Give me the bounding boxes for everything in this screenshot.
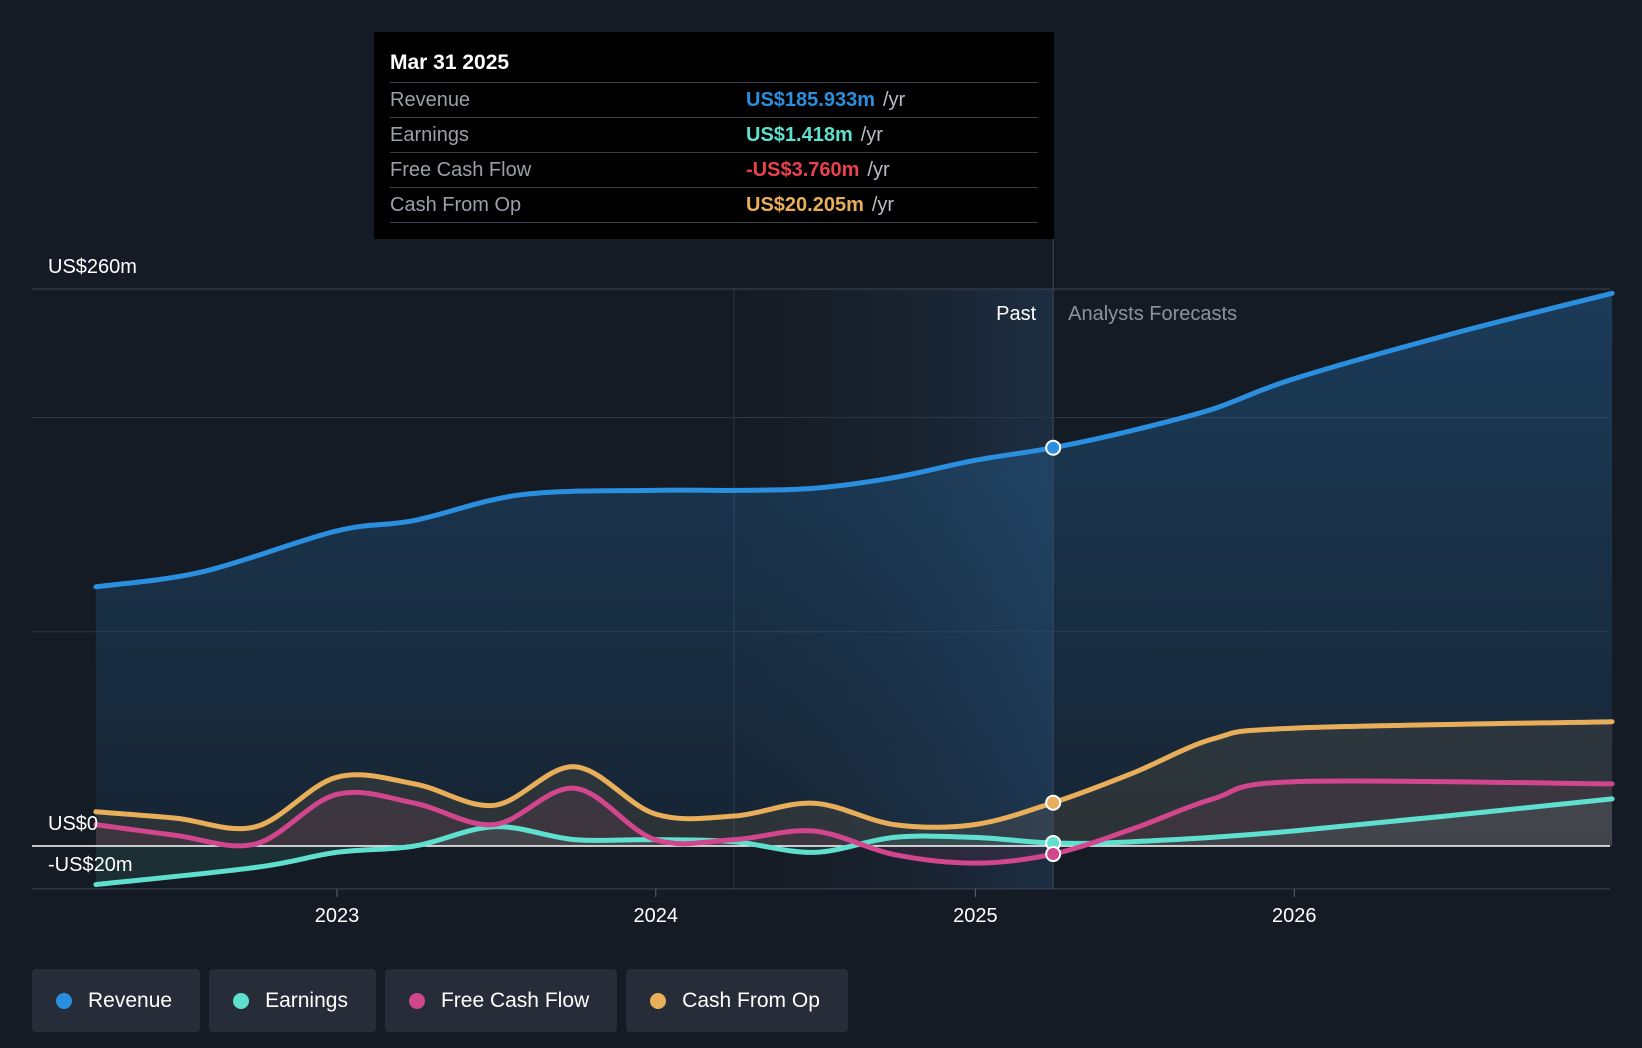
tooltip-unit: /yr xyxy=(867,159,890,181)
series-line-cash-from-op xyxy=(93,719,1615,832)
series-area-free-cash-flow xyxy=(95,780,1613,864)
tooltip-unit: /yr xyxy=(882,89,906,111)
legend-item-revenue[interactable]: Revenue xyxy=(32,969,201,1032)
legend-item-earnings[interactable]: Earnings xyxy=(209,969,376,1032)
legend-dot-icon xyxy=(650,992,667,1009)
series-area-cash-from-op xyxy=(95,721,1613,846)
tooltip-label: Revenue xyxy=(390,89,471,111)
series-area-revenue xyxy=(95,293,1613,846)
tooltip-row-cash-from-op: Cash From Op US$20.205m /yr xyxy=(390,187,1038,223)
forecast-label: Analysts Forecasts xyxy=(1068,303,1237,325)
legend-dot-icon xyxy=(56,992,72,1009)
series-line-free-cash-flow xyxy=(93,778,1615,866)
series-area-earnings xyxy=(95,798,1613,885)
legend: Revenue Earnings Free Cash Flow Cash Fro… xyxy=(32,969,848,1032)
marker-cash-from-op xyxy=(1045,794,1062,811)
x-tick-label: 2023 xyxy=(315,905,360,927)
past-label: Past xyxy=(996,303,1036,325)
tooltip-row-earnings: Earnings US$1.418m /yr xyxy=(390,117,1038,152)
series-line-earnings xyxy=(93,796,1615,888)
legend-item-cash-from-op[interactable]: Cash From Op xyxy=(626,969,848,1032)
legend-dot-icon xyxy=(408,992,425,1009)
tooltip: Mar 31 2025 Revenue US$185.933m /yr Earn… xyxy=(374,32,1054,239)
tooltip-label: Cash From Op xyxy=(390,194,522,216)
series-line-revenue xyxy=(93,290,1615,590)
x-tick-label: 2024 xyxy=(634,905,679,927)
tooltip-label: Free Cash Flow xyxy=(390,159,532,181)
tooltip-value: US$185.933m xyxy=(746,89,875,111)
tooltip-date: Mar 31 2025 xyxy=(390,51,510,74)
x-tick-label: 2026 xyxy=(1272,905,1317,927)
tooltip-row-revenue: Revenue US$185.933m /yr xyxy=(390,82,1038,117)
tooltip-label: Earnings xyxy=(390,124,469,146)
tooltip-value: US$20.205m xyxy=(746,194,864,216)
marker-free-cash-flow xyxy=(1045,846,1062,863)
legend-item-free-cash-flow[interactable]: Free Cash Flow xyxy=(384,969,618,1032)
x-tick-label: 2025 xyxy=(953,905,998,927)
legend-label: Cash From Op xyxy=(682,988,820,1012)
legend-dot-icon xyxy=(233,992,250,1009)
marker-revenue xyxy=(1045,439,1062,456)
tooltip-unit: /yr xyxy=(860,124,883,146)
legend-label: Revenue xyxy=(88,988,173,1012)
tooltip-value: US$1.418m xyxy=(746,124,853,146)
y-label-min: -US$20m xyxy=(48,854,132,876)
legend-label: Earnings xyxy=(265,988,348,1012)
legend-label: Free Cash Flow xyxy=(440,988,590,1012)
tooltip-value: -US$3.760m xyxy=(746,159,860,181)
y-label-zero: US$0 xyxy=(48,813,98,835)
tooltip-unit: /yr xyxy=(871,194,895,216)
y-label-max: US$260m xyxy=(48,256,137,278)
tooltip-row-free-cash-flow: Free Cash Flow -US$3.760m /yr xyxy=(390,152,1038,187)
